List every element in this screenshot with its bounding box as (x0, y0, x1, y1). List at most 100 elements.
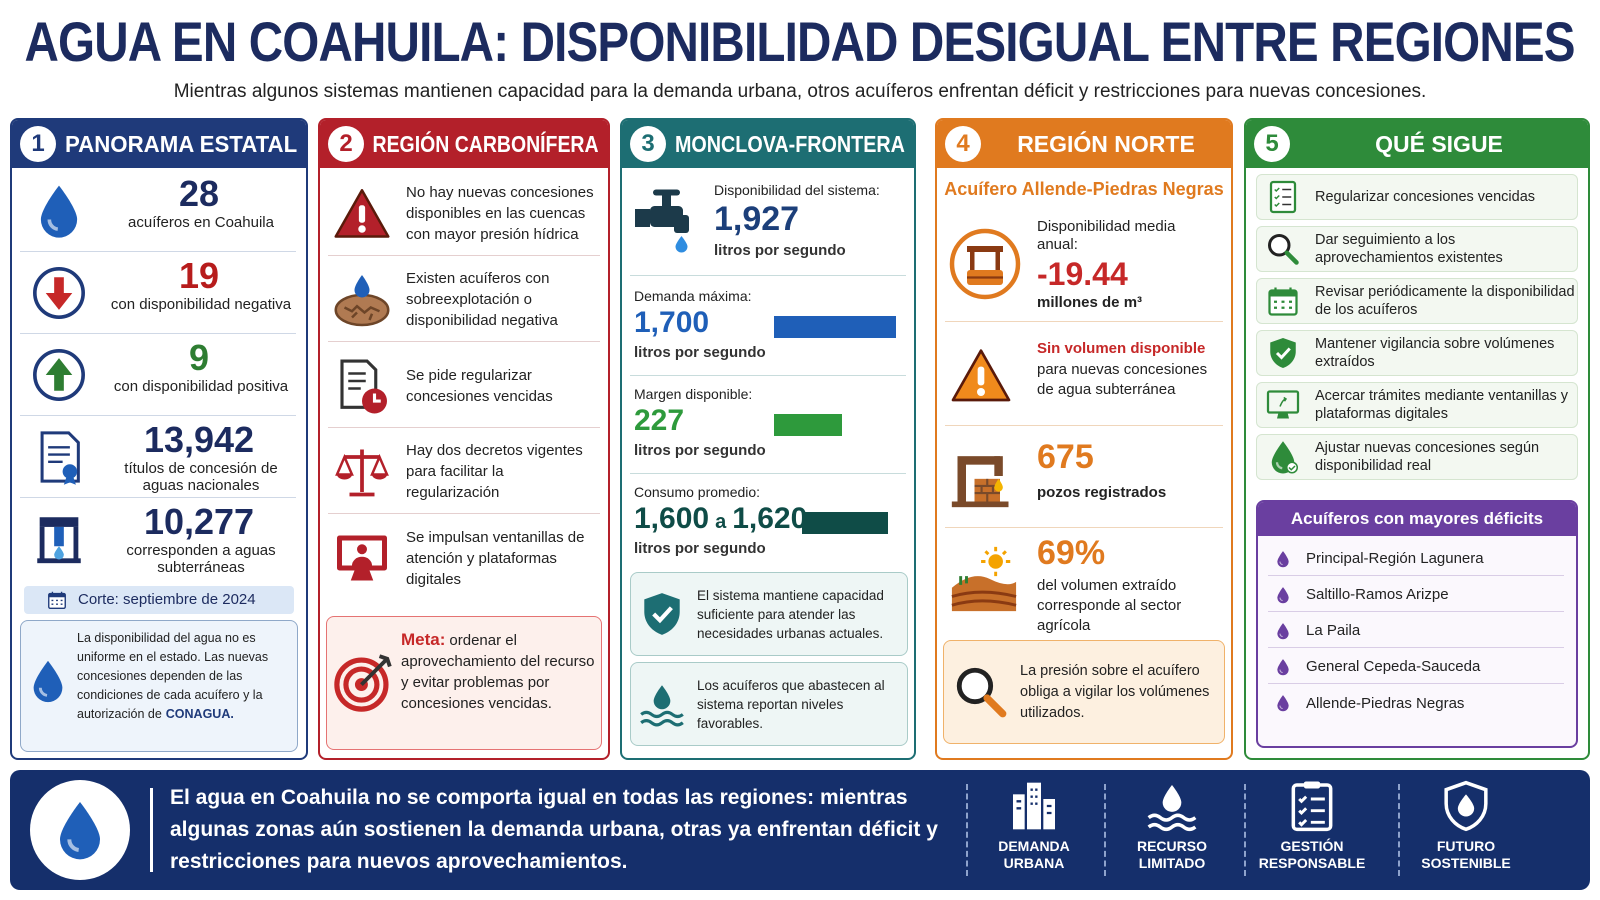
icon (949, 544, 1019, 614)
icon-shape (1279, 561, 1283, 565)
panel-number: 5 (1254, 126, 1290, 162)
panel-title-box: PANORAMA ESTATAL (62, 120, 300, 168)
action-row: Ajustar nuevas concesiones según disponi… (1256, 434, 1578, 480)
icon-shape (63, 477, 76, 485)
icon (1274, 621, 1292, 641)
icon-graphic (1277, 550, 1289, 567)
stat-label: corresponden a aguas subterráneas (126, 542, 276, 576)
icon-shape (1282, 188, 1292, 206)
icon-shape (40, 185, 78, 238)
icon-shape (951, 501, 1009, 508)
icon-graphic (40, 185, 78, 238)
icon-shape (348, 371, 366, 390)
icon-shape (357, 544, 367, 555)
stat-value: 10,277 (143, 501, 255, 542)
icon-graphic (1270, 338, 1296, 368)
metric-label: Demanda máxima: (634, 288, 752, 304)
footer-text: El agua en Coahuila no se comporta igual… (170, 786, 938, 873)
icon-shape (54, 526, 64, 547)
icon-shape (39, 526, 45, 561)
goal-text: Meta: ordenar el aprovechamiento del recu… (401, 629, 597, 741)
panel-number: 1 (20, 126, 56, 162)
value-start: 227 (634, 404, 685, 437)
issue-row: Hay dos decretos vigentes para facilitar… (328, 430, 600, 514)
stat-value: 13,942 (143, 419, 255, 460)
icon-graphic (48, 591, 66, 609)
wells: 675 pozos registrados (945, 428, 1223, 528)
icon (30, 510, 88, 568)
note-box: La presión sobre el acuífero obliga a vi… (943, 640, 1225, 744)
icon-shape (51, 599, 63, 605)
panel-subtitle: Acuífero Allende-Piedras Negras (944, 179, 1224, 199)
panel: 4 REGIÓN NORTE Acuífero Allende-Piedras Ne… (935, 118, 1233, 760)
footer-separator (1398, 784, 1400, 876)
icon-graphic (334, 654, 392, 712)
footer-badge (30, 780, 130, 880)
availability: Disponibilidad media anual: -19.44 millone… (945, 208, 1223, 322)
icon-graphic (1444, 780, 1488, 832)
icon (332, 528, 392, 588)
agriculture-label: del volumen extraído corresponde al sect… (1037, 577, 1182, 634)
note-box: El sistema mantiene capacidad suficiente… (630, 572, 908, 656)
icon (1006, 778, 1062, 834)
deficit-name: General Cepeda-Sauceda (1306, 658, 1481, 675)
icon-shape (350, 570, 374, 581)
icon-shape (1277, 586, 1289, 603)
cutoff-text: Corte: septiembre de 2024 (78, 591, 256, 608)
deficit-name: Allende-Piedras Negras (1306, 694, 1465, 712)
metric-value: 1,700 (634, 306, 814, 340)
icon-shape (334, 657, 389, 712)
icon (332, 184, 392, 244)
icon (48, 792, 112, 868)
metric: Margen disponible: 227 litros por segundo (630, 378, 906, 474)
icon-shape (1277, 695, 1289, 712)
icon-shape (1288, 465, 1296, 471)
alert-text: para nuevas concesiones de agua subterrá… (1037, 361, 1208, 398)
goal-label: Meta: (401, 630, 446, 649)
icon (632, 182, 704, 254)
issue-text: Hay dos decretos vigentes para facilitar… (406, 442, 583, 501)
icon-shape (48, 593, 66, 598)
icon-shape (974, 478, 1000, 502)
metric-bar (774, 414, 842, 436)
icon-shape (39, 517, 79, 527)
icon-shape (1016, 788, 1052, 815)
icon-shape (959, 576, 968, 585)
panel-title-box: MONCLOVA-FRONTERA (672, 120, 908, 168)
action-text: Regularizar concesiones vencidas (1315, 189, 1536, 205)
icon (46, 589, 68, 611)
panel-header: 1 PANORAMA ESTATAL (12, 120, 306, 168)
icon (1274, 549, 1292, 569)
icon-graphic (33, 349, 85, 401)
issue-row: No hay nuevas concesiones disponibles en… (328, 172, 600, 256)
action-text: Dar seguimiento a los aprovechamientos e… (1315, 232, 1503, 266)
footer-separator (1244, 784, 1246, 876)
icon-shape (1277, 550, 1289, 567)
icon-shape (956, 667, 994, 705)
panel-number: 3 (630, 126, 666, 162)
icon (1144, 778, 1200, 834)
icon-graphic (1271, 441, 1298, 474)
icon-shape (977, 366, 985, 386)
goal-box: Meta: ordenar el aprovechamiento del recu… (326, 616, 602, 750)
icon (637, 589, 687, 639)
metric-bar (802, 512, 888, 534)
metric-unit: litros por segundo (714, 242, 846, 259)
icon (25, 651, 71, 711)
panel: 2 REGIÓN CARBONÍFERA No hay nuevas concesi… (318, 118, 610, 760)
icon-graphic (956, 667, 1007, 718)
icon-shape (635, 209, 650, 227)
pillar-label: RECURSO LIMITADO (1136, 838, 1207, 871)
wells-label: pozos registrados (1037, 484, 1167, 501)
issue-row: Se impulsan ventanillas de atención y pl… (328, 516, 600, 600)
panel-number: 2 (328, 126, 364, 162)
icon (30, 428, 88, 486)
deficit-row: Saltillo-Ramos Arizpe (1268, 578, 1564, 612)
icon-shape (352, 556, 372, 566)
agriculture: 69% del volumen extraído corresponde al s… (945, 530, 1223, 638)
note-box: La disponibilidad del agua no es uniform… (20, 620, 298, 752)
deficit-name: La Paila (1306, 622, 1361, 639)
icon-graphic (40, 431, 80, 485)
cutoff-bar: Corte: septiembre de 2024 (24, 586, 294, 614)
